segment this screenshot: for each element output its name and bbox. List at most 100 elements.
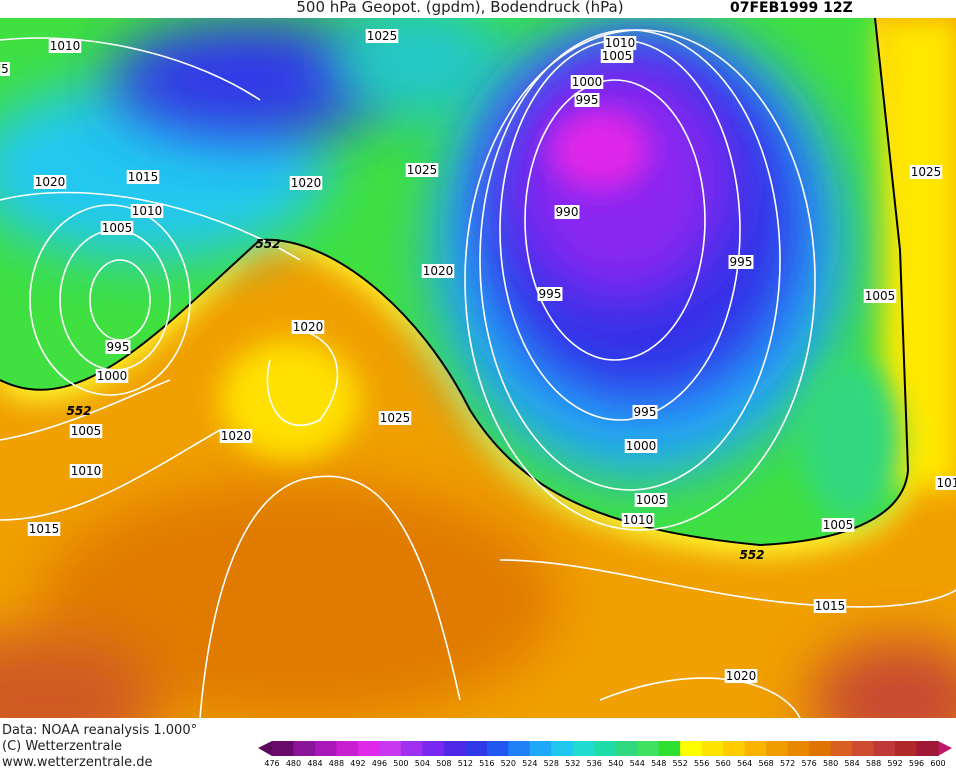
colorbar-cell bbox=[529, 741, 552, 756]
isobar-label-box bbox=[48, 39, 82, 53]
colorbar-cell bbox=[916, 741, 939, 756]
colorbar-tick-label: 508 bbox=[436, 759, 451, 768]
colorbar-tick-label: 572 bbox=[780, 759, 795, 768]
isobar-label: 1025 bbox=[380, 411, 411, 425]
isobar-label: 1025 bbox=[407, 163, 438, 177]
isobar-label-box bbox=[126, 170, 160, 184]
isobar-label: 1020 bbox=[293, 320, 324, 334]
colorbar-tick-label: 560 bbox=[716, 759, 731, 768]
footer-line: (C) Wetterzentrale bbox=[2, 739, 122, 754]
isobar-label: 1010 bbox=[71, 464, 102, 478]
isobar-label-box bbox=[634, 493, 668, 507]
colorbar-cell bbox=[658, 741, 681, 756]
isobar-label: 1025 bbox=[367, 29, 398, 43]
isobar-label-box bbox=[100, 221, 134, 235]
isobar-label-box bbox=[365, 29, 399, 43]
colorbar-cell bbox=[486, 741, 509, 756]
contour-label: 552 bbox=[739, 548, 764, 562]
colorbar-tick-label: 484 bbox=[307, 759, 322, 768]
isobar-label: 990 bbox=[556, 205, 579, 219]
colorbar-cell bbox=[357, 741, 380, 756]
isobar-label-box bbox=[724, 669, 758, 683]
colorbar-cell bbox=[400, 741, 423, 756]
isobar-label: 1005 bbox=[602, 49, 633, 63]
colorbar-cell bbox=[637, 741, 660, 756]
isobar-label-box bbox=[570, 75, 604, 89]
isobar-label: 1010 bbox=[623, 513, 654, 527]
isobar-label: 1005 bbox=[865, 289, 896, 303]
isobar-label-box bbox=[130, 204, 164, 218]
colorbar-cell bbox=[508, 741, 531, 756]
colorbar-tick-label: 540 bbox=[608, 759, 623, 768]
isobar-label: 1000 bbox=[97, 369, 128, 383]
isobar-label: 1010 bbox=[50, 39, 81, 53]
colorbar-tick-label: 556 bbox=[694, 759, 709, 768]
colorbar-tick-label: 492 bbox=[350, 759, 365, 768]
colorbar-tick-label: 496 bbox=[372, 759, 387, 768]
colorbar-tick-label: 544 bbox=[630, 759, 645, 768]
isobar-label-box bbox=[728, 255, 754, 269]
isobar-label: 1020 bbox=[423, 264, 454, 278]
isobar-label: 1005 bbox=[71, 424, 102, 438]
colorbar-cell bbox=[551, 741, 574, 756]
isobar-label: 1010 bbox=[132, 204, 163, 218]
isobar-label-box bbox=[600, 49, 634, 63]
colorbar-cell bbox=[594, 741, 617, 756]
isobar-label: 1005 bbox=[636, 493, 667, 507]
isobar-label-box bbox=[624, 439, 658, 453]
isobar-label: 5 bbox=[1, 62, 9, 76]
colorbar-tick-label: 580 bbox=[823, 759, 838, 768]
isobar-label-box bbox=[95, 369, 129, 383]
isobar-label-box bbox=[821, 518, 855, 532]
isobar-label: 1025 bbox=[911, 165, 942, 179]
colorbar-cell bbox=[272, 741, 294, 756]
colorbar-tick-label: 512 bbox=[458, 759, 473, 768]
footer-line: www.wetterzentrale.de bbox=[2, 755, 152, 768]
colorbar-tick-label: 524 bbox=[522, 759, 537, 768]
colorbar-tick-label: 528 bbox=[544, 759, 559, 768]
colorbar-tick-label: 568 bbox=[758, 759, 773, 768]
isobar-label-box bbox=[291, 320, 325, 334]
isobar-label: 995 bbox=[634, 405, 657, 419]
isobar-label-box bbox=[33, 175, 67, 189]
isobar-label-box bbox=[27, 522, 61, 536]
colorbar-tick-label: 596 bbox=[909, 759, 924, 768]
isobar-label-box bbox=[0, 62, 10, 76]
colorbar-tick-label: 536 bbox=[587, 759, 602, 768]
colorbar-tick-label: 504 bbox=[415, 759, 430, 768]
colorbar-arrow bbox=[258, 741, 272, 756]
colorbar-cell bbox=[852, 741, 875, 756]
isobar-label-box bbox=[421, 264, 455, 278]
colorbar-tick-label: 516 bbox=[479, 759, 494, 768]
colorbar-cell bbox=[723, 741, 746, 756]
isobar-label-box bbox=[863, 289, 897, 303]
isobar-label: 1015 bbox=[128, 170, 159, 184]
colorbar-cell bbox=[443, 741, 466, 756]
colorbar-cell bbox=[572, 741, 595, 756]
colorbar-tick-label: 588 bbox=[866, 759, 881, 768]
isobar-label: 995 bbox=[576, 93, 599, 107]
map-title: 500 hPa Geopot. (gpdm), Bodendruck (hPa) bbox=[296, 0, 623, 16]
isobar-label-box bbox=[69, 464, 103, 478]
isobar-label: 1015 bbox=[29, 522, 60, 536]
isobar-label-box bbox=[813, 599, 847, 613]
colorbar-cell bbox=[873, 741, 896, 756]
colorbar-cell bbox=[422, 741, 445, 756]
colorbar-cell bbox=[293, 741, 316, 756]
colorbar-tick-label: 600 bbox=[930, 759, 945, 768]
footer-line: Data: NOAA reanalysis 1.000° bbox=[2, 723, 197, 738]
colorbar-tick-label: 480 bbox=[286, 759, 301, 768]
isobar-label-box bbox=[554, 205, 580, 219]
colorbar-cell bbox=[379, 741, 402, 756]
colorbar-cell bbox=[465, 741, 488, 756]
isobar-label: 1005 bbox=[102, 221, 133, 235]
isobar-label-box bbox=[289, 176, 323, 190]
isobar-label-box bbox=[574, 93, 600, 107]
isobar-label-box bbox=[69, 424, 103, 438]
colorbar-tick-label: 500 bbox=[393, 759, 408, 768]
colorbar-arrow bbox=[938, 741, 952, 756]
isobar-label: 995 bbox=[539, 287, 562, 301]
isobar-label-box bbox=[621, 513, 655, 527]
